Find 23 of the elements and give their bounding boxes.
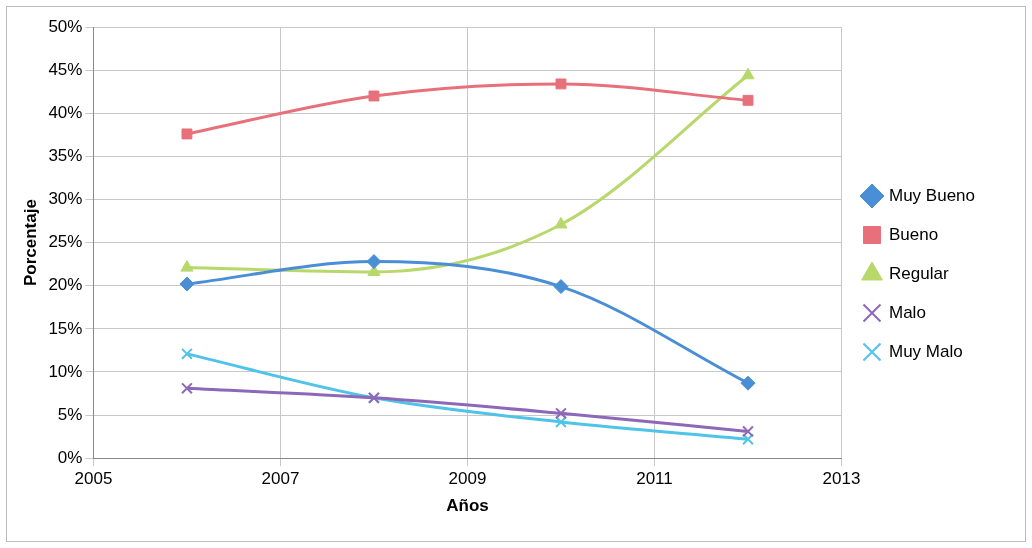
- x-tick-label: 2011: [636, 469, 673, 489]
- x-tick-label: 2007: [261, 469, 300, 489]
- y-tick-label: 0%: [57, 447, 83, 467]
- y-tick-label: 35%: [48, 146, 83, 166]
- legend-label: Malo: [889, 302, 926, 322]
- legend-label: Muy Bueno: [889, 185, 975, 205]
- y-tick-label: 20%: [48, 275, 83, 295]
- x-tick-label: 2013: [822, 469, 861, 489]
- y-tick-label: 5%: [57, 404, 83, 424]
- x-tick-label: 2005: [74, 469, 113, 489]
- x-tick-label: 2009: [448, 469, 487, 489]
- legend-label: Muy Malo: [889, 341, 963, 361]
- legend-label: Bueno: [889, 224, 939, 244]
- y-axis-title: Porcentaje: [20, 199, 40, 287]
- y-tick-label: 40%: [48, 102, 83, 122]
- y-tick-label: 45%: [48, 59, 83, 79]
- y-tick-label: 15%: [48, 318, 83, 338]
- y-tick-label: 50%: [48, 16, 83, 36]
- y-tick-label: 25%: [48, 232, 83, 252]
- y-tick-label: 10%: [48, 361, 83, 381]
- x-axis-title: Años: [446, 496, 489, 516]
- y-tick-label: 30%: [48, 189, 83, 209]
- legend-label: Regular: [889, 263, 949, 283]
